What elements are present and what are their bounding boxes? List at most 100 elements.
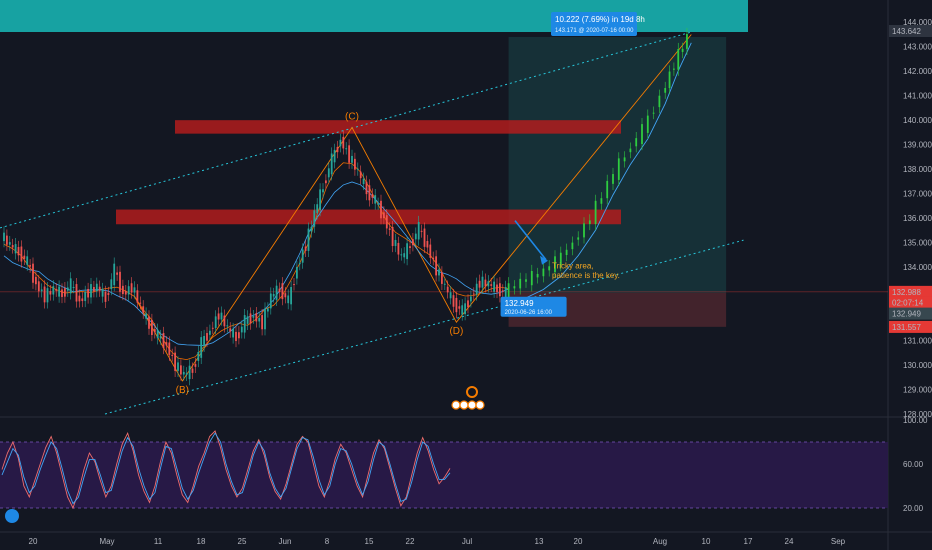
candle bbox=[284, 293, 287, 298]
candle bbox=[348, 145, 350, 163]
projection-candle bbox=[577, 237, 580, 240]
candle bbox=[229, 328, 232, 332]
candle bbox=[351, 155, 353, 163]
candle bbox=[220, 312, 223, 320]
rsi-tick-label: 20.00 bbox=[903, 504, 924, 513]
candle bbox=[336, 146, 339, 153]
event-marker-icon bbox=[459, 400, 469, 410]
candle bbox=[87, 288, 89, 298]
candle bbox=[203, 335, 205, 346]
candle bbox=[443, 283, 446, 285]
projection-candle bbox=[583, 223, 585, 238]
projection-candle bbox=[594, 200, 597, 224]
candle bbox=[209, 330, 211, 335]
projection-candle bbox=[519, 278, 522, 289]
event-marker-icon bbox=[451, 400, 461, 410]
candle bbox=[368, 185, 371, 201]
candle bbox=[255, 313, 258, 322]
candle bbox=[490, 284, 493, 286]
candle bbox=[240, 326, 243, 333]
target-zone bbox=[508, 36, 727, 293]
candle bbox=[429, 244, 432, 258]
candle bbox=[426, 240, 429, 248]
x-tick-label: Aug bbox=[653, 537, 667, 546]
chart-logo-icon bbox=[5, 509, 19, 523]
candle bbox=[46, 288, 49, 303]
candle bbox=[211, 327, 214, 329]
candle bbox=[272, 294, 275, 297]
x-tick-label: 22 bbox=[406, 537, 415, 546]
candle bbox=[20, 246, 23, 262]
candle bbox=[423, 228, 426, 247]
candle bbox=[296, 267, 298, 279]
candle bbox=[66, 287, 69, 291]
y-tick-label: 142.000 bbox=[903, 67, 932, 76]
candle bbox=[461, 305, 464, 315]
y-tick-label: 135.000 bbox=[903, 239, 932, 248]
x-tick-label: 13 bbox=[535, 537, 544, 546]
candle bbox=[412, 239, 414, 246]
candle bbox=[69, 278, 72, 294]
candle bbox=[458, 306, 461, 309]
candle bbox=[113, 263, 116, 286]
projection-curve bbox=[508, 42, 692, 311]
candle bbox=[214, 316, 217, 328]
candle bbox=[122, 285, 124, 295]
candle bbox=[452, 295, 455, 307]
candle bbox=[23, 255, 26, 259]
candle bbox=[217, 313, 220, 320]
projection-candle bbox=[548, 266, 551, 271]
candle bbox=[258, 318, 261, 322]
candle bbox=[188, 365, 191, 380]
candle bbox=[307, 228, 310, 251]
candle bbox=[278, 288, 281, 293]
candle bbox=[400, 254, 403, 256]
candle bbox=[475, 283, 478, 295]
candle bbox=[26, 256, 29, 265]
candle bbox=[409, 246, 411, 248]
y-tick-label: 138.000 bbox=[903, 165, 932, 174]
candle bbox=[359, 171, 362, 179]
candle bbox=[52, 286, 55, 295]
candle bbox=[449, 292, 452, 299]
candle bbox=[432, 257, 435, 260]
candle bbox=[264, 308, 266, 330]
rsi-band bbox=[0, 442, 888, 508]
rsi-tick-label: 60.00 bbox=[903, 460, 924, 469]
price-axis-label-box bbox=[889, 320, 932, 333]
candle bbox=[49, 291, 52, 295]
candle bbox=[496, 284, 498, 293]
projection-candle bbox=[677, 49, 680, 70]
note-line-2: patience is the key. bbox=[552, 271, 620, 280]
candle bbox=[243, 315, 246, 333]
x-tick-label: Sep bbox=[831, 537, 846, 546]
candle bbox=[139, 302, 142, 304]
candle bbox=[406, 243, 408, 260]
rsi-line-1 bbox=[1, 430, 451, 510]
candle bbox=[383, 212, 385, 219]
projection-candle bbox=[536, 273, 539, 278]
candle bbox=[446, 286, 449, 293]
resistance-zone bbox=[175, 120, 621, 134]
candle bbox=[153, 329, 156, 333]
candle bbox=[72, 287, 75, 289]
projection-candle bbox=[565, 249, 568, 256]
candle bbox=[310, 226, 313, 232]
candle bbox=[162, 333, 165, 349]
entry-time: 2020-06-26 16:00 bbox=[505, 310, 553, 316]
candle bbox=[472, 293, 475, 295]
rsi-pane[interactable]: 100.00 60.00 20.00 bbox=[0, 416, 928, 513]
candle bbox=[487, 281, 490, 287]
candle bbox=[397, 242, 400, 255]
note-arrow bbox=[514, 220, 547, 261]
price-axis-label-box bbox=[889, 285, 932, 298]
candle bbox=[290, 287, 292, 305]
price-axis-label: 02:07:14 bbox=[892, 299, 924, 308]
candle bbox=[130, 283, 133, 293]
candle bbox=[327, 168, 330, 178]
candle bbox=[185, 373, 188, 375]
candle bbox=[394, 239, 397, 247]
target-box bbox=[551, 12, 637, 36]
candle bbox=[142, 306, 145, 313]
